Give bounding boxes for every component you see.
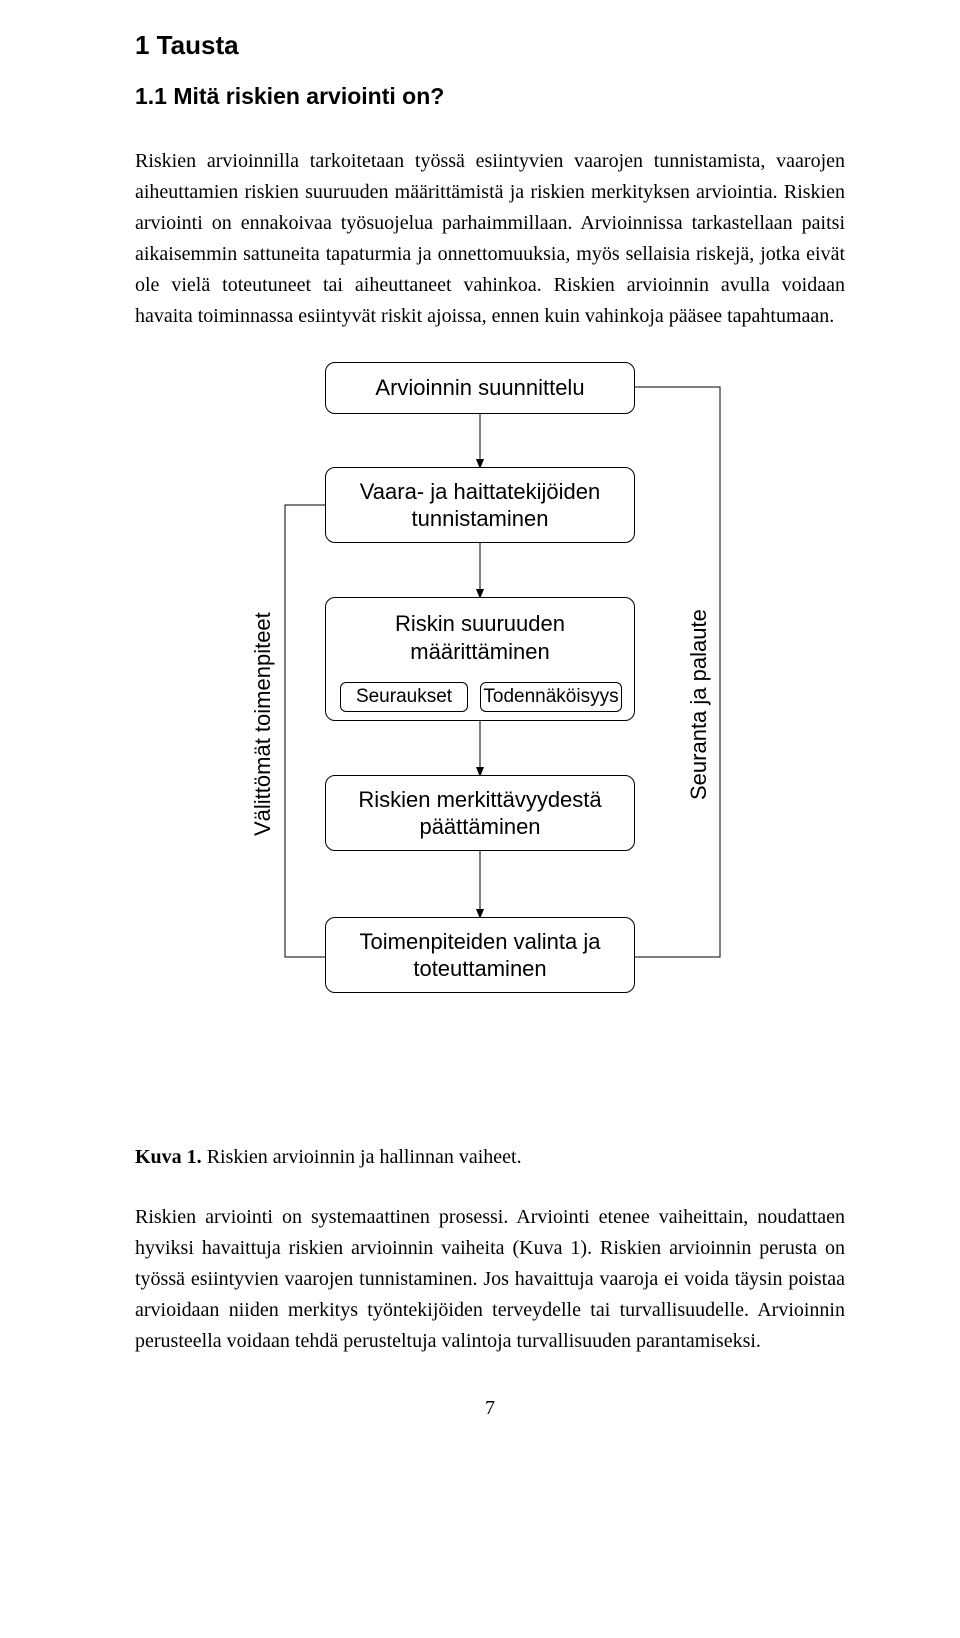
flow-node-actions: Toimenpiteiden valinta ja toteuttaminen [325, 917, 635, 993]
flow-node-label: Toimenpiteiden valinta ja toteuttaminen [334, 928, 626, 983]
page-number: 7 [135, 1397, 845, 1420]
flow-node-label: Vaara- ja haittatekijöiden tunnistaminen [334, 478, 626, 533]
flow-node-significance: Riskien merkittävyydestä päättäminen [325, 775, 635, 851]
flowchart: Arvioinnin suunnittelu Vaara- ja haittat… [190, 362, 790, 1102]
flow-node-label: Arvioinnin suunnittelu [375, 374, 584, 402]
flow-subnode-probability: Todennäköisyys [480, 682, 622, 712]
flow-node-label: Riskien merkittävyydestä päättäminen [334, 786, 626, 841]
paragraph-process: Riskien arviointi on systemaattinen pros… [135, 1202, 845, 1357]
document-page: 1 Tausta 1.1 Mitä riskien arviointi on? … [0, 0, 960, 1450]
figure-caption-label: Kuva 1. [135, 1146, 202, 1168]
flow-node-label: Todennäköisyys [483, 686, 618, 708]
heading-1: 1 Tausta [135, 30, 845, 61]
flow-node-identification: Vaara- ja haittatekijöiden tunnistaminen [325, 467, 635, 543]
flow-node-planning: Arvioinnin suunnittelu [325, 362, 635, 414]
figure-caption: Kuva 1. Riskien arvioinnin ja hallinnan … [135, 1142, 845, 1172]
flow-subnode-consequences: Seuraukset [340, 682, 468, 712]
paragraph-intro: Riskien arvioinnilla tarkoitetaan työssä… [135, 146, 845, 332]
flow-node-label: Riskin suuruuden määrittäminen [334, 610, 626, 665]
flow-side-label-left: Välittömät toimenpiteet [250, 594, 276, 854]
flow-side-label-right: Seuranta ja palaute [686, 600, 712, 810]
figure-caption-text: Riskien arvioinnin ja hallinnan vaiheet. [202, 1146, 522, 1168]
flow-node-label: Seuraukset [356, 686, 452, 708]
heading-1-1: 1.1 Mitä riskien arviointi on? [135, 83, 845, 110]
